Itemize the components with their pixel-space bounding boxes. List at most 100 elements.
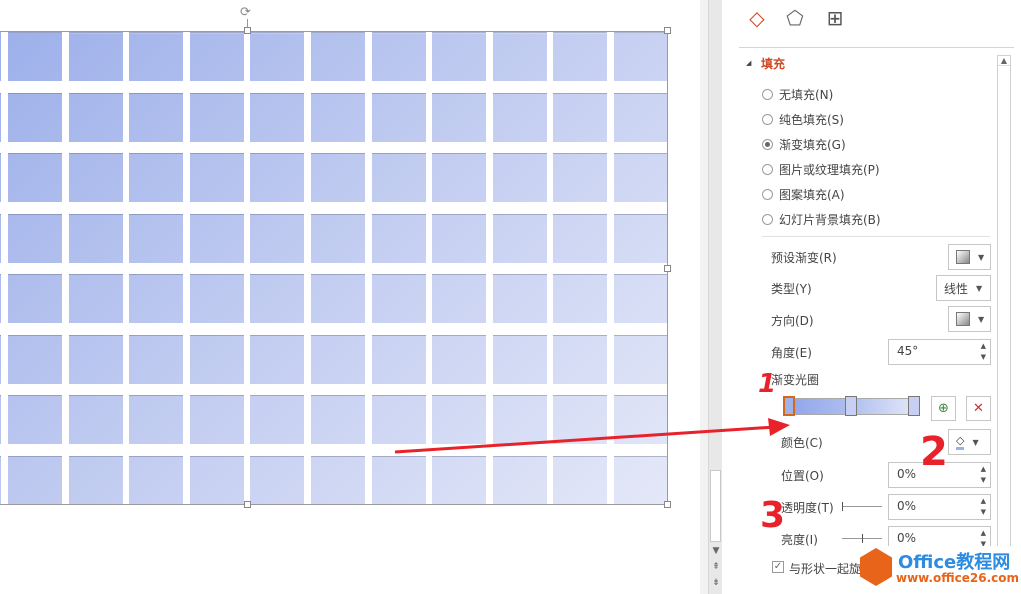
radio-circle[interactable] [762, 163, 773, 175]
spin-down-icon[interactable]: ▼ [980, 540, 986, 548]
type-dropdown[interactable]: 线性 ▼ [936, 275, 991, 301]
type-label: 类型(Y) [771, 282, 812, 296]
grid-tile [129, 213, 184, 263]
grid-tile [0, 455, 2, 504]
grid-tile [553, 455, 608, 504]
grid-tile [614, 274, 667, 323]
tab-fill-line[interactable]: ◇ [744, 6, 770, 32]
spin-up-icon[interactable]: ▲ [980, 465, 986, 473]
grid-tile [0, 274, 2, 323]
color-picker-button[interactable]: ◇ ▼ [948, 429, 991, 455]
fill-option-radio[interactable]: 幻灯片背景填充(B) [762, 210, 881, 228]
spin-up-icon[interactable]: ▲ [980, 529, 986, 537]
grid-tile [553, 274, 608, 323]
grid-tile [371, 213, 426, 263]
grid-tile [250, 153, 305, 202]
scroll-down-icon[interactable]: ▼ [712, 546, 720, 556]
brightness-value: 0% [897, 531, 917, 545]
grid-tile [250, 395, 305, 444]
prev-slide-icon[interactable]: ⇞ [712, 562, 720, 572]
canvas-scrollbar[interactable]: ▼ ⇞ ⇟ [708, 0, 722, 594]
grid-tile [432, 274, 487, 323]
radio-circle[interactable] [762, 188, 773, 200]
slider-thumb[interactable] [862, 534, 863, 543]
resize-handle-top-right[interactable] [664, 27, 671, 34]
panel-scrollbar[interactable]: ▲ [997, 55, 1011, 585]
fill-option-radio[interactable]: 渐变填充(G) [762, 135, 846, 153]
gradient-stop-3[interactable] [908, 396, 920, 416]
angle-spinner[interactable]: 45° ▲ ▼ [888, 339, 991, 365]
grid-tile [432, 395, 487, 444]
fill-section-title[interactable]: 填充 [761, 57, 786, 71]
rotate-with-shape-checkbox[interactable]: ✓ [772, 561, 784, 573]
remove-gradient-stop-button[interactable]: ✕ [966, 396, 991, 421]
resize-handle-bottom-right[interactable] [664, 501, 671, 508]
remove-stop-icon: ✕ [973, 401, 984, 416]
transparency-spinner[interactable]: 0% ▲ ▼ [888, 494, 991, 520]
preset-gradient-dropdown[interactable]: ▼ [948, 244, 991, 270]
resize-handle-bottom[interactable] [244, 501, 251, 508]
fill-option-radio[interactable]: 无填充(N) [762, 85, 833, 103]
tab-size-properties[interactable]: ⊞ [822, 6, 848, 32]
radio-circle[interactable] [762, 113, 773, 125]
position-spinner[interactable]: 0% ▲ ▼ [888, 462, 991, 488]
grid-tile [614, 395, 667, 444]
fill-option-radio[interactable]: 图片或纹理填充(P) [762, 160, 880, 178]
transparency-slider[interactable] [842, 502, 882, 511]
gradient-stop-2[interactable] [845, 396, 857, 416]
rotate-handle-line [247, 19, 248, 30]
grid-tile [553, 213, 608, 263]
next-slide-icon[interactable]: ⇟ [712, 578, 720, 588]
brightness-slider[interactable] [842, 534, 882, 543]
spin-down-icon[interactable]: ▼ [980, 353, 986, 361]
radio-circle[interactable] [762, 88, 773, 100]
radio-circle[interactable] [762, 213, 773, 225]
fill-option-radio[interactable]: 图案填充(A) [762, 185, 845, 203]
gradient-stop-1[interactable] [783, 396, 795, 416]
grid-tile [311, 92, 365, 142]
grid-tile [614, 32, 667, 81]
collapse-triangle-icon[interactable]: ◢ [746, 59, 752, 67]
add-gradient-stop-button[interactable]: ⊕ [931, 396, 956, 421]
grid-tile [492, 213, 547, 263]
spin-up-icon[interactable]: ▲ [980, 497, 986, 505]
resize-handle-top[interactable] [244, 27, 251, 34]
grid-tile [8, 395, 62, 444]
radio-circle[interactable] [762, 138, 773, 150]
grid-tile [371, 455, 426, 504]
transparency-value: 0% [897, 499, 917, 513]
gradient-swatch-icon [956, 250, 970, 264]
grid-tile [68, 92, 123, 142]
grid-tile [129, 395, 184, 444]
resize-handle-right[interactable] [664, 265, 671, 272]
spin-down-icon[interactable]: ▼ [980, 476, 986, 484]
grid-tile [0, 334, 2, 384]
rotate-handle-icon[interactable]: ⟳ [240, 5, 251, 20]
slider-thumb[interactable] [842, 502, 843, 511]
spin-up-icon[interactable]: ▲ [980, 342, 986, 350]
grid-tile [189, 395, 244, 444]
grid-tile [432, 153, 487, 202]
grid-tile [250, 274, 305, 323]
grid-tile [371, 395, 426, 444]
selected-grid-shape[interactable] [0, 31, 668, 505]
fill-option-radio[interactable]: 纯色填充(S) [762, 110, 844, 128]
grid-tile [129, 455, 184, 504]
grid-tile [8, 92, 62, 142]
grid-tile [614, 153, 667, 202]
scroll-up-icon[interactable]: ▲ [998, 56, 1010, 66]
grid-tile [68, 153, 123, 202]
preset-gradient-label: 预设渐变(R) [771, 251, 837, 265]
grid-tile [250, 455, 305, 504]
tab-effects[interactable]: ⬠ [782, 6, 808, 32]
direction-dropdown[interactable]: ▼ [948, 306, 991, 332]
pentagon-icon: ⬠ [786, 6, 804, 30]
grid-tile [614, 92, 667, 142]
grid-tile [129, 153, 184, 202]
grid-tile [68, 395, 123, 444]
grid-tile [492, 32, 547, 81]
spin-down-icon[interactable]: ▼ [980, 508, 986, 516]
grid-tile [189, 274, 244, 323]
grid-tile [8, 455, 62, 504]
canvas-scroll-thumb[interactable] [710, 470, 721, 542]
